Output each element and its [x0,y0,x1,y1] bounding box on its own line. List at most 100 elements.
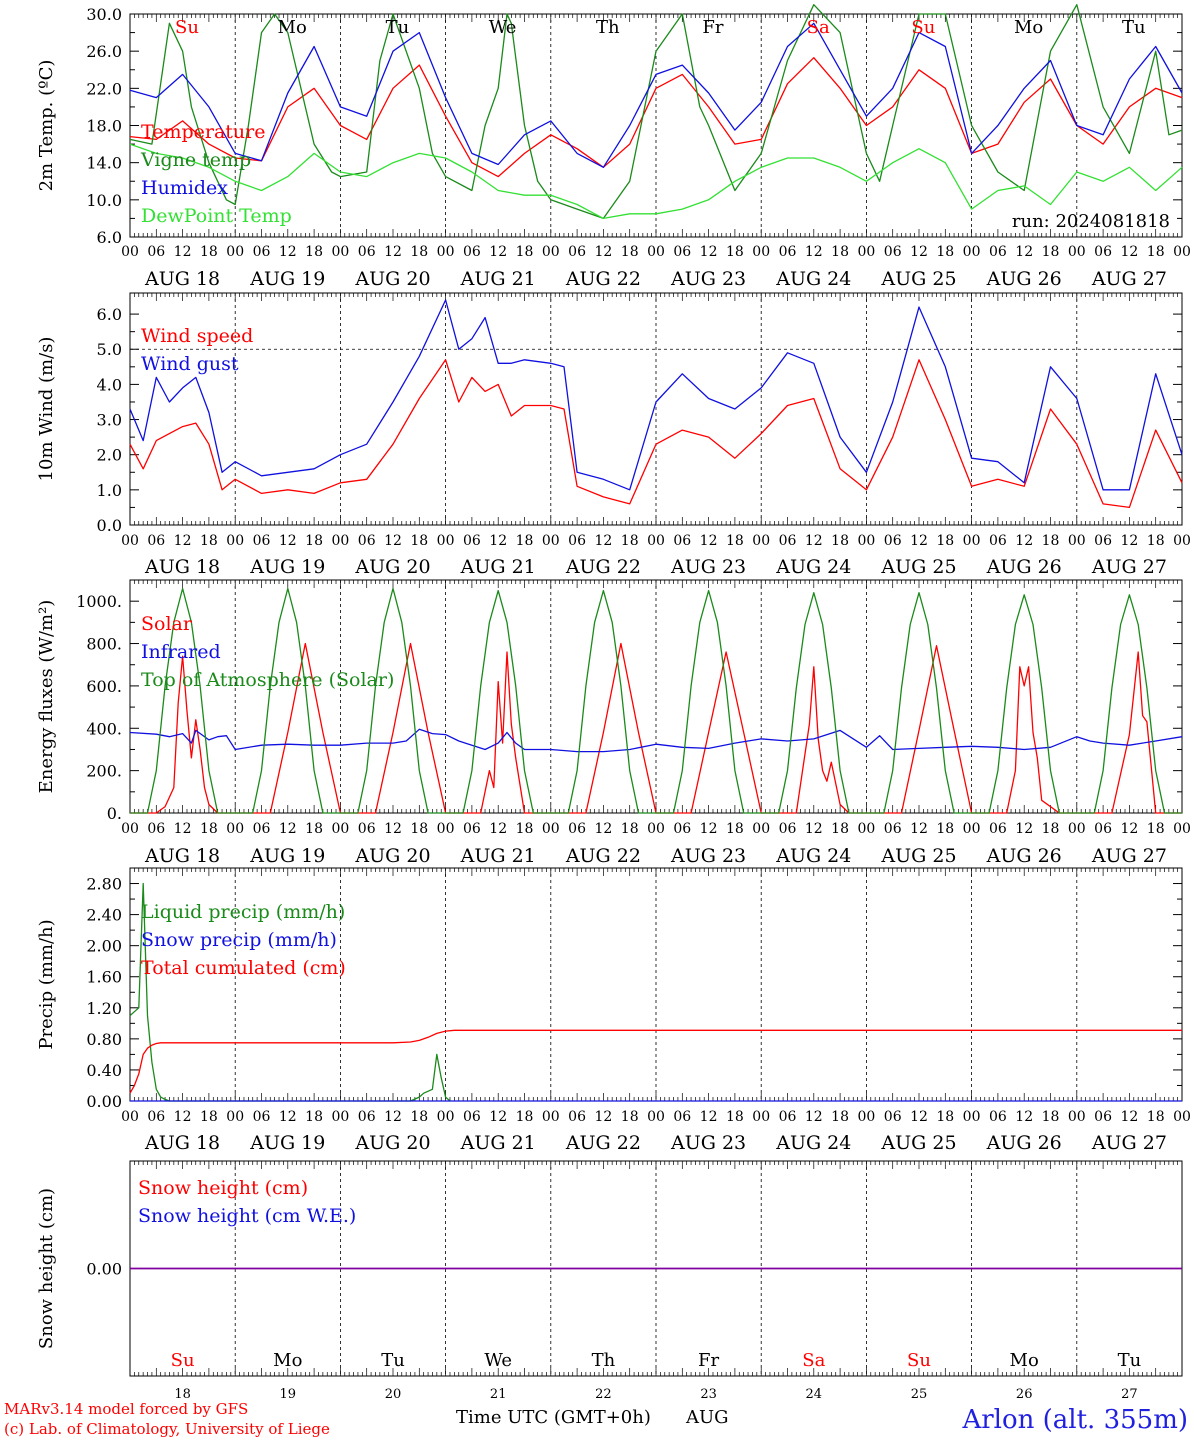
date-label: AUG 24 [775,1132,851,1154]
date-label: AUG 22 [565,845,641,867]
hour-tick-label: 12 [805,1109,823,1125]
hour-tick-label: 12 [489,533,507,549]
y-tick-label: 6.0 [97,228,122,247]
hour-tick-label: 18 [200,821,218,837]
date-label: AUG 20 [354,845,430,867]
hour-tick-label: 12 [594,1109,612,1125]
date-label: AUG 26 [986,1132,1062,1154]
date-label: AUG 18 [144,556,220,578]
hour-tick-label: 18 [726,533,744,549]
y-tick-label: 0.40 [86,1061,122,1080]
station-name: Arlon (alt. 355m) [961,1405,1188,1435]
y-tick-label: 2.00 [86,937,122,956]
hour-tick-label: 12 [805,244,823,260]
hour-tick-label: 00 [1068,244,1086,260]
hour-tick-label: 06 [568,821,586,837]
legend-entry: Total cumulated (cm) [141,957,346,979]
date-label: AUG 18 [144,845,220,867]
hour-tick-label: 12 [700,244,718,260]
date-label: AUG 24 [775,845,851,867]
hour-tick-label: 06 [779,244,797,260]
hour-tick-label: 06 [779,533,797,549]
y-tick-label: 400. [86,719,122,738]
hour-tick-label: 18 [1042,533,1060,549]
date-label: AUG 21 [460,556,536,578]
y-tick-label: 1.20 [86,999,122,1018]
day-number-label: 18 [174,1387,191,1402]
series-line-3 [129,22,1183,168]
hour-tick-label: 12 [1120,1109,1138,1125]
hour-tick-label: 06 [779,1109,797,1125]
hour-tick-label: 00 [857,821,875,837]
day-abbr-label: Tu [1118,1350,1142,1371]
hour-tick-label: 06 [989,244,1007,260]
y-tick-label: 600. [86,677,122,696]
hour-tick-label: 12 [910,244,928,260]
hour-tick-label: 12 [489,1109,507,1125]
hour-tick-label: 00 [647,821,665,837]
day-abbr-label: Su [175,17,199,38]
hour-tick-label: 00 [752,244,770,260]
hour-tick-label: 12 [805,821,823,837]
hour-tick-label: 18 [1042,244,1060,260]
hour-tick-label: 06 [147,533,165,549]
hour-tick-label: 00 [1068,533,1086,549]
y-tick-label: 30.0 [86,5,122,24]
hour-tick-label: 06 [463,533,481,549]
y-tick-label: 26.0 [86,42,122,61]
legend-entry: Snow height (cm W.E.) [138,1205,356,1227]
hour-tick-label: 00 [226,244,244,260]
day-abbr-label: Tu [381,1350,405,1371]
hour-tick-label: 06 [779,821,797,837]
hour-tick-label: 00 [331,821,349,837]
hour-tick-label: 00 [752,821,770,837]
date-label: AUG 19 [249,556,325,578]
hour-tick-label: 12 [700,533,718,549]
date-label: AUG 18 [144,268,220,290]
footer: MARv3.14 model forced by GFS (c) Lab. of… [4,1400,1188,1438]
y-tick-label: 0.00 [86,1092,122,1111]
hour-tick-label: 18 [1147,533,1165,549]
hour-tick-label: 18 [621,1109,639,1125]
y-tick-label: 1.0 [97,481,122,500]
legend-entry: Solar [141,613,193,635]
hour-tick-label: 18 [1147,244,1165,260]
hour-tick-label: 06 [884,821,902,837]
day-number-label: 27 [1121,1387,1138,1402]
y-axis-label: Snow height (cm) [36,1188,57,1349]
hour-tick-label: 00 [331,1109,349,1125]
y-tick-label: 2.80 [86,875,122,894]
y-tick-label: 10.0 [86,191,122,210]
date-label: AUG 21 [460,845,536,867]
hour-tick-label: 12 [384,821,402,837]
hour-tick-label: 06 [358,1109,376,1125]
legend-entry: Infrared [141,641,221,663]
hour-tick-label: 18 [1147,1109,1165,1125]
y-axis-label: Precip (mm/h) [36,919,57,1049]
hour-tick-label: 06 [673,821,691,837]
y-tick-label: 0.80 [86,1030,122,1049]
hour-tick-label: 06 [673,1109,691,1125]
hour-tick-label: 12 [384,244,402,260]
hour-tick-label: 00 [963,821,981,837]
hour-tick-label: 12 [279,244,297,260]
hour-tick-label: 00 [752,533,770,549]
date-label: AUG 24 [775,556,851,578]
hour-tick-label: 18 [831,1109,849,1125]
hour-tick-label: 06 [463,1109,481,1125]
hour-tick-label: 18 [831,533,849,549]
hour-tick-label: 12 [1120,821,1138,837]
hour-tick-label: 18 [516,1109,534,1125]
y-tick-label: 6.0 [97,305,122,324]
y-tick-label: 3.0 [97,411,122,430]
hour-tick-label: 00 [1068,821,1086,837]
x-axis-label: Time UTC (GMT+0h) [456,1407,651,1428]
date-label: AUG 19 [249,1132,325,1154]
day-number-label: 22 [595,1387,612,1402]
legend-entry: Snow height (cm) [138,1177,308,1199]
date-label: AUG 22 [565,268,641,290]
hour-tick-label: 18 [305,821,323,837]
hour-tick-label: 06 [568,244,586,260]
day-abbr-label: We [489,17,517,38]
hour-tick-label: 12 [174,244,192,260]
